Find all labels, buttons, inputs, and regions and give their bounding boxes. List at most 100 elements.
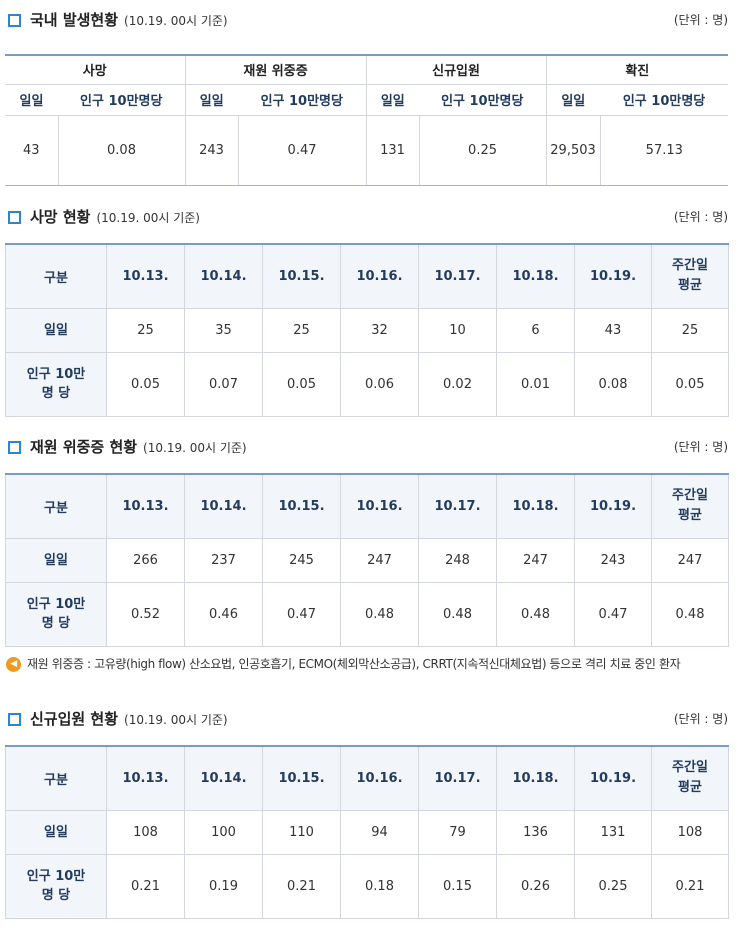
value-cell: 136 [496,809,575,855]
col-header-date: 10.13. [106,745,185,811]
value-cell: 243 [574,537,652,583]
sub-header-per100k: 인구 10만명당 [238,83,367,116]
sub-header-daily: 일일 [184,83,239,116]
value-cell: 245 [262,537,341,583]
value-cell: 0.05 [106,351,185,417]
section-title: 국내 발생현황 (10.19. 00시 기준) [30,11,228,29]
col-header-date: 10.19. [574,745,652,811]
row-header-daily: 일일 [5,809,107,855]
col-header-date: 10.15. [262,745,341,811]
value-cell: 110 [262,809,341,855]
col-header-date: 10.19. [574,473,652,539]
value-cell: 100 [184,809,263,855]
value-cell: 0.05 [651,351,729,417]
group-header-admissions: 신규입원 [365,54,547,85]
col-header-date: 10.17. [418,243,497,309]
col-header-date: 10.14. [184,473,263,539]
speaker-icon: ◀ [6,657,21,672]
col-header-weekly-average: 주간일 평균 [651,745,729,811]
domestic-table: 사망 재원 위중증 신규입원 확진 일일 인구 10만명당 일일 인구 10만명… [5,54,729,186]
bullet-square-icon [8,14,21,27]
value-cell: 108 [651,809,729,855]
value-cell: 0.26 [496,853,575,919]
value-cell: 6 [496,307,575,353]
sub-header-daily: 일일 [5,83,58,116]
value-cell: 0.15 [418,853,497,919]
col-header-date: 10.16. [340,243,419,309]
unit-label: (단위 : 명) [673,712,728,726]
group-header-deaths: 사망 [5,54,186,85]
section-basis: (10.19. 00시 기준) [96,211,200,225]
value-cell: 0.48 [340,581,419,647]
bullet-square-icon [8,441,21,454]
group-header-critical: 재원 위중증 [184,54,367,85]
row-header-per100k: 인구 10만 명 당 [5,351,107,417]
value-cell: 32 [340,307,419,353]
col-header-category: 구분 [5,473,107,539]
admissions-section-header: 신규입원 현황 (10.19. 00시 기준) (단위 : 명) [0,708,737,730]
value-cell: 247 [496,537,575,583]
value-cell: 43 [574,307,652,353]
value-cell: 247 [651,537,729,583]
value-cell: 0.25 [418,114,547,186]
value-cell: 0.47 [262,581,341,647]
value-cell: 0.06 [340,351,419,417]
value-cell: 0.48 [496,581,575,647]
domestic-section-header: 국내 발생현황 (10.19. 00시 기준) (단위 : 명) [0,9,737,31]
critical-table: 구분 10.13. 10.14. 10.15. 10.16. 10.17. 10… [5,473,729,647]
value-cell: 35 [184,307,263,353]
col-header-date: 10.14. [184,745,263,811]
unit-label: (단위 : 명) [673,210,728,224]
value-cell: 243 [184,114,239,186]
col-header-date: 10.16. [340,473,419,539]
unit-label: (단위 : 명) [673,440,728,454]
col-header-category: 구분 [5,745,107,811]
col-header-date: 10.17. [418,473,497,539]
value-cell: 248 [418,537,497,583]
col-header-date: 10.18. [496,745,575,811]
value-cell: 29,503 [545,114,601,186]
value-cell: 108 [106,809,185,855]
unit-label: (단위 : 명) [673,13,728,27]
value-cell: 0.18 [340,853,419,919]
critical-definition-note: ◀ 재원 위중증 : 고유량(high flow) 산소요법, 인공호흡기, E… [6,657,726,672]
value-cell: 0.47 [574,581,652,647]
row-header-per100k: 인구 10만 명 당 [5,853,107,919]
value-cell: 131 [365,114,420,186]
value-cell: 25 [262,307,341,353]
value-cell: 0.52 [106,581,185,647]
sub-header-per100k: 인구 10만명당 [600,83,729,116]
value-cell: 0.47 [237,114,367,186]
section-title: 사망 현황 (10.19. 00시 기준) [30,208,200,226]
col-header-weekly-average: 주간일 평균 [651,473,729,539]
value-cell: 131 [574,809,652,855]
value-cell: 0.19 [184,853,263,919]
sub-header-daily: 일일 [545,83,601,116]
value-cell: 0.25 [574,853,652,919]
col-header-date: 10.16. [340,745,419,811]
row-header-daily: 일일 [5,537,107,583]
sub-header-per100k: 인구 10만명당 [419,83,547,116]
section-basis: (10.19. 00시 기준) [143,441,247,455]
sub-header-per100k: 인구 10만명당 [58,83,186,116]
section-title: 신규입원 현황 (10.19. 00시 기준) [30,710,228,728]
row-header-daily: 일일 [5,307,107,353]
col-header-date: 10.15. [262,243,341,309]
section-title: 재원 위중증 현황 (10.19. 00시 기준) [30,438,247,456]
value-cell: 0.48 [418,581,497,647]
value-cell: 0.05 [262,351,341,417]
col-header-date: 10.18. [496,243,575,309]
value-cell: 79 [418,809,497,855]
col-header-date: 10.15. [262,473,341,539]
value-cell: 237 [184,537,263,583]
admissions-table: 구분 10.13. 10.14. 10.15. 10.16. 10.17. 10… [5,745,729,919]
value-cell: 57.13 [599,114,729,186]
section-basis: (10.19. 00시 기준) [124,14,228,28]
critical-section-header: 재원 위중증 현황 (10.19. 00시 기준) (단위 : 명) [0,436,737,458]
value-cell: 0.07 [184,351,263,417]
group-header-confirmed: 확진 [545,54,729,85]
row-header-per100k: 인구 10만 명 당 [5,581,107,647]
col-header-weekly-average: 주간일 평균 [651,243,729,309]
value-cell: 0.46 [184,581,263,647]
value-cell: 0.08 [574,351,652,417]
